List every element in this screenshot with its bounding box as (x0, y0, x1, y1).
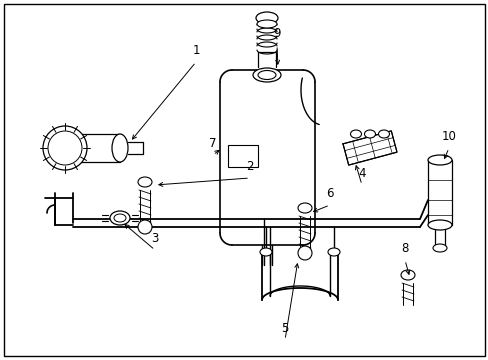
Text: 10: 10 (441, 130, 455, 143)
Text: 9: 9 (273, 27, 280, 40)
Ellipse shape (256, 12, 278, 24)
Bar (227, 145, 258, 167)
Ellipse shape (364, 130, 375, 138)
Ellipse shape (427, 155, 451, 165)
Circle shape (138, 220, 152, 234)
Ellipse shape (258, 71, 275, 80)
Polygon shape (342, 131, 396, 165)
Text: 1: 1 (192, 44, 199, 57)
Text: 2: 2 (246, 160, 253, 173)
Ellipse shape (297, 203, 311, 213)
Ellipse shape (350, 130, 361, 138)
Ellipse shape (432, 244, 446, 252)
Ellipse shape (112, 134, 128, 162)
Text: 4: 4 (358, 167, 365, 180)
Text: 3: 3 (151, 232, 159, 245)
Circle shape (297, 246, 311, 260)
Text: 5: 5 (281, 322, 288, 335)
Ellipse shape (114, 214, 126, 222)
Ellipse shape (260, 248, 271, 256)
Ellipse shape (138, 177, 152, 187)
Bar (65, 134, 120, 162)
Text: 8: 8 (401, 242, 408, 255)
Bar (427, 160, 451, 225)
Ellipse shape (110, 211, 130, 225)
Ellipse shape (257, 20, 276, 28)
Text: 6: 6 (325, 187, 333, 200)
Circle shape (43, 126, 87, 170)
Ellipse shape (427, 220, 451, 230)
Ellipse shape (400, 270, 414, 280)
Ellipse shape (327, 248, 339, 256)
Text: 7: 7 (209, 137, 216, 150)
Ellipse shape (252, 68, 281, 82)
Circle shape (48, 131, 82, 165)
Ellipse shape (378, 130, 389, 138)
